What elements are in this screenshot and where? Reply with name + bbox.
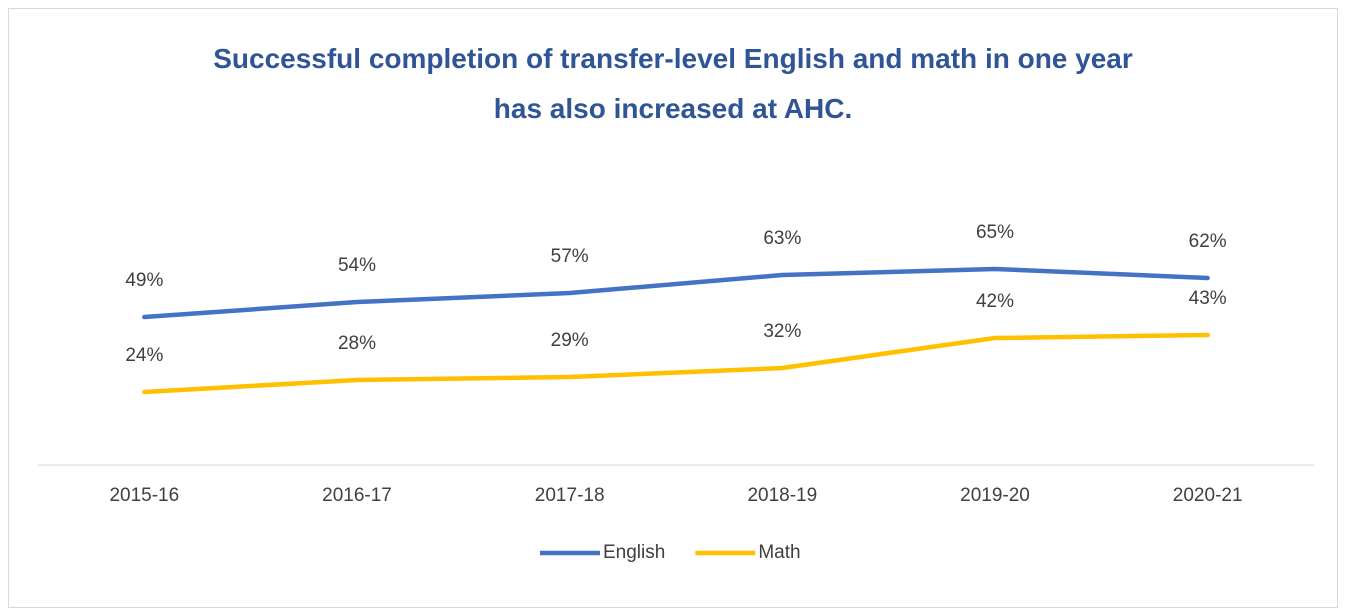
data-label: 42%: [976, 291, 1014, 312]
data-label: 63%: [763, 228, 801, 249]
x-tick-label: 2018-19: [747, 485, 817, 506]
data-label: 57%: [551, 246, 589, 267]
data-label: 65%: [976, 222, 1014, 243]
data-label: 24%: [125, 345, 163, 366]
chart: 2015-16 2016-17 2017-18 2018-19 2019-20 2020-…: [38, 222, 1314, 563]
legend-label: English: [603, 542, 665, 563]
data-label: 28%: [338, 333, 376, 354]
data-label: 62%: [1189, 231, 1227, 252]
x-tick-label: 2016-17: [322, 485, 392, 506]
data-label: 29%: [551, 330, 589, 351]
data-label: 32%: [763, 321, 801, 342]
x-tick-label: 2015-16: [109, 485, 179, 506]
data-label: 43%: [1189, 288, 1227, 309]
x-tick-label: 2020-21: [1173, 485, 1243, 506]
chart-title: Successful completion of transfer-level …: [213, 43, 1133, 124]
legend-label: Math: [758, 542, 800, 563]
series-line: [142, 332, 1210, 395]
series-line: [142, 266, 1210, 320]
data-label: 49%: [125, 270, 163, 291]
page: Successful completion of transfer-level …: [8, 8, 1338, 608]
data-label: 54%: [338, 255, 376, 276]
x-tick-label: 2019-20: [960, 485, 1030, 506]
x-tick-label: 2017-18: [535, 485, 605, 506]
